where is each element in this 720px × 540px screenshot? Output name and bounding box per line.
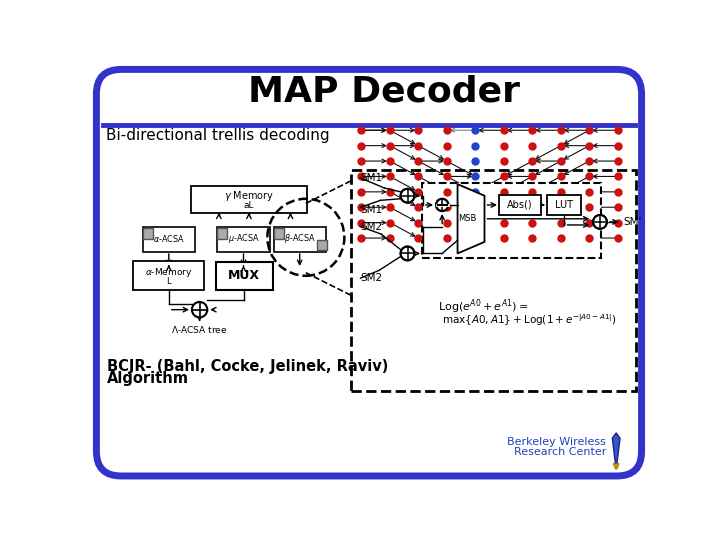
Text: $\gamma$ Memory: $\gamma$ Memory [224,188,274,202]
Text: $\mathrm{max}\{A0,A1\} + \mathrm{Log}(1+e^{-|A0-A1|})$: $\mathrm{max}\{A0,A1\} + \mathrm{Log}(1+… [442,313,617,328]
Text: MUX: MUX [228,269,260,282]
Text: $\mathrm{Log}(e^{A0} + e^{A1}) =$: $\mathrm{Log}(e^{A0} + e^{A1}) =$ [438,298,529,316]
Text: $\alpha$-Memory: $\alpha$-Memory [145,266,192,279]
Text: Abs(): Abs() [507,200,533,210]
Circle shape [436,199,449,211]
Text: Bi-directional trellis decoding: Bi-directional trellis decoding [106,128,329,143]
Text: SM': SM' [623,217,642,227]
Text: $\beta$-ACSA: $\beta$-ACSA [284,232,315,245]
Text: BCJR- (Bahl, Cocke, Jelinek, Raviv): BCJR- (Bahl, Cocke, Jelinek, Raviv) [107,359,389,374]
FancyBboxPatch shape [191,186,307,213]
FancyBboxPatch shape [96,70,642,476]
Text: $\mu$-ACSA: $\mu$-ACSA [228,232,259,245]
Circle shape [593,215,607,229]
FancyBboxPatch shape [143,228,153,239]
Text: MSB: MSB [459,214,477,224]
FancyBboxPatch shape [217,228,228,239]
Circle shape [400,189,415,202]
FancyBboxPatch shape [216,262,273,289]
FancyBboxPatch shape [422,184,600,258]
FancyBboxPatch shape [143,227,195,252]
Text: Research Center: Research Center [514,447,606,457]
Polygon shape [457,184,485,253]
FancyBboxPatch shape [499,195,541,215]
FancyBboxPatch shape [217,227,270,252]
Text: L: L [166,278,171,286]
Text: SM1: SM1 [361,173,382,183]
Polygon shape [612,433,620,464]
FancyBboxPatch shape [274,228,284,239]
Text: SM2: SM2 [361,221,382,232]
Text: aL: aL [243,201,254,210]
FancyBboxPatch shape [547,195,581,215]
Text: MAP Decoder: MAP Decoder [248,75,521,109]
Text: $\alpha$-ACSA: $\alpha$-ACSA [153,233,184,244]
Text: LUT: LUT [555,200,573,210]
Text: $\Lambda$-ACSA tree: $\Lambda$-ACSA tree [171,324,228,335]
FancyBboxPatch shape [351,170,636,390]
Circle shape [400,247,415,260]
Text: Berkeley Wireless: Berkeley Wireless [508,437,606,447]
Text: SM1: SM1 [361,205,382,215]
FancyBboxPatch shape [274,227,326,252]
FancyBboxPatch shape [317,240,327,251]
Text: Algorithm: Algorithm [107,372,189,387]
Polygon shape [613,464,619,469]
Text: SM2: SM2 [361,273,382,283]
Circle shape [192,302,207,318]
FancyBboxPatch shape [133,261,204,291]
